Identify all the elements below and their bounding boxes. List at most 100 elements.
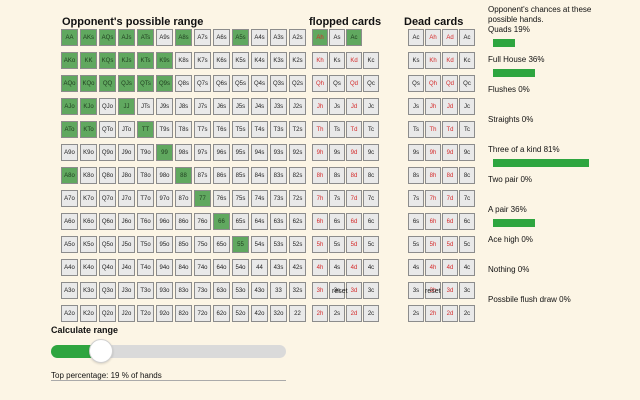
range-cell[interactable]: J6s	[213, 98, 230, 115]
flopped-card[interactable]: 4s	[329, 259, 345, 276]
flopped-card[interactable]: 8s	[329, 167, 345, 184]
range-cell[interactable]: 96s	[213, 144, 230, 161]
range-cell[interactable]: 63o	[213, 282, 230, 299]
flopped-reset-link[interactable]: reset	[332, 288, 348, 295]
range-cell[interactable]: 87o	[175, 190, 192, 207]
range-cell[interactable]: 64o	[213, 259, 230, 276]
range-cell[interactable]: T8s	[175, 121, 192, 138]
range-cell[interactable]: 84s	[251, 167, 268, 184]
dead-card[interactable]: 7d	[442, 190, 458, 207]
range-cell[interactable]: 97o	[156, 190, 173, 207]
range-cell[interactable]: KTs	[137, 52, 154, 69]
dead-card[interactable]: 6s	[408, 213, 424, 230]
range-cell[interactable]: 82o	[175, 305, 192, 322]
flopped-card[interactable]: 4h	[312, 259, 328, 276]
range-cell[interactable]: K2o	[80, 305, 97, 322]
dead-card[interactable]: 2s	[408, 305, 424, 322]
range-cell[interactable]: A8s	[175, 29, 192, 46]
range-cell[interactable]: Q3o	[99, 282, 116, 299]
dead-card[interactable]: Qs	[408, 75, 424, 92]
flopped-card[interactable]: 5c	[363, 236, 379, 253]
flopped-card[interactable]: Ac	[346, 29, 362, 46]
range-cell[interactable]: JTs	[137, 98, 154, 115]
range-cell[interactable]: ATo	[61, 121, 78, 138]
dead-card[interactable]: 7h	[425, 190, 441, 207]
dead-card[interactable]: 4d	[442, 259, 458, 276]
range-cell[interactable]: AA	[61, 29, 78, 46]
flopped-card[interactable]: 7d	[346, 190, 362, 207]
flopped-card[interactable]: Qh	[312, 75, 328, 92]
flopped-card[interactable]: 8h	[312, 167, 328, 184]
dead-card[interactable]: 8h	[425, 167, 441, 184]
dead-card[interactable]: Jd	[442, 98, 458, 115]
range-cell[interactable]: Q3s	[270, 75, 287, 92]
range-cell[interactable]: K7s	[194, 52, 211, 69]
range-cell[interactable]: AQs	[99, 29, 116, 46]
range-cell[interactable]: T2s	[289, 121, 306, 138]
flopped-card[interactable]: 6s	[329, 213, 345, 230]
range-cell[interactable]: K7o	[80, 190, 97, 207]
dead-card[interactable]: 3s	[408, 282, 424, 299]
range-cell[interactable]: 53s	[270, 236, 287, 253]
dead-card[interactable]: 6c	[459, 213, 475, 230]
range-cell[interactable]: J7s	[194, 98, 211, 115]
range-cell[interactable]: 32o	[270, 305, 287, 322]
dead-card[interactable]: Ac	[459, 29, 475, 46]
range-cell[interactable]: 95o	[156, 236, 173, 253]
range-cell[interactable]: 32s	[289, 282, 306, 299]
dead-card[interactable]: 9s	[408, 144, 424, 161]
range-cell[interactable]: KJo	[80, 98, 97, 115]
dead-card[interactable]: 9c	[459, 144, 475, 161]
dead-card[interactable]: 8s	[408, 167, 424, 184]
dead-card[interactable]: Tc	[459, 121, 475, 138]
dead-card[interactable]: 3d	[442, 282, 458, 299]
range-cell[interactable]: A3o	[61, 282, 78, 299]
range-cell[interactable]: 72s	[289, 190, 306, 207]
range-cell[interactable]: 53o	[232, 282, 249, 299]
flopped-card[interactable]: 9c	[363, 144, 379, 161]
flopped-card[interactable]: Qs	[329, 75, 345, 92]
range-cell[interactable]: 52s	[289, 236, 306, 253]
range-cell[interactable]: K9o	[80, 144, 97, 161]
range-cell[interactable]: 94o	[156, 259, 173, 276]
range-cell[interactable]: 43o	[251, 282, 268, 299]
flopped-card[interactable]: Jd	[346, 98, 362, 115]
range-cell[interactable]: 95s	[232, 144, 249, 161]
dead-card[interactable]: 2h	[425, 305, 441, 322]
range-cell[interactable]: Q6o	[99, 213, 116, 230]
range-cell[interactable]: ATs	[137, 29, 154, 46]
range-cell[interactable]: J6o	[118, 213, 135, 230]
flopped-card[interactable]: 4d	[346, 259, 362, 276]
range-cell[interactable]: JJ	[118, 98, 135, 115]
range-cell[interactable]: QQ	[99, 75, 116, 92]
range-cell[interactable]: 62s	[289, 213, 306, 230]
flopped-card[interactable]: 8c	[363, 167, 379, 184]
range-cell[interactable]: 87s	[194, 167, 211, 184]
range-cell[interactable]: A6s	[213, 29, 230, 46]
range-cell[interactable]: 42o	[251, 305, 268, 322]
range-cell[interactable]: T5o	[137, 236, 154, 253]
flopped-card[interactable]: 4c	[363, 259, 379, 276]
range-cell[interactable]: 43s	[270, 259, 287, 276]
flopped-card[interactable]: 9s	[329, 144, 345, 161]
range-cell[interactable]: J5s	[232, 98, 249, 115]
range-cell[interactable]: A4s	[251, 29, 268, 46]
range-cell[interactable]: A8o	[61, 167, 78, 184]
range-cell[interactable]: A3s	[270, 29, 287, 46]
range-cell[interactable]: A2s	[289, 29, 306, 46]
dead-card[interactable]: Jc	[459, 98, 475, 115]
range-cell[interactable]: 62o	[213, 305, 230, 322]
flopped-card[interactable]: Ks	[329, 52, 345, 69]
range-cell[interactable]: 93o	[156, 282, 173, 299]
range-cell[interactable]: AKs	[80, 29, 97, 46]
range-cell[interactable]: AQo	[61, 75, 78, 92]
range-cell[interactable]: 72o	[194, 305, 211, 322]
flopped-card[interactable]: Ts	[329, 121, 345, 138]
range-cell[interactable]: 22	[289, 305, 306, 322]
dead-card[interactable]: Qd	[442, 75, 458, 92]
range-cell[interactable]: A5s	[232, 29, 249, 46]
range-cell[interactable]: 98s	[175, 144, 192, 161]
range-cell[interactable]: K2s	[289, 52, 306, 69]
dead-card[interactable]: Td	[442, 121, 458, 138]
range-cell[interactable]: Q9o	[99, 144, 116, 161]
